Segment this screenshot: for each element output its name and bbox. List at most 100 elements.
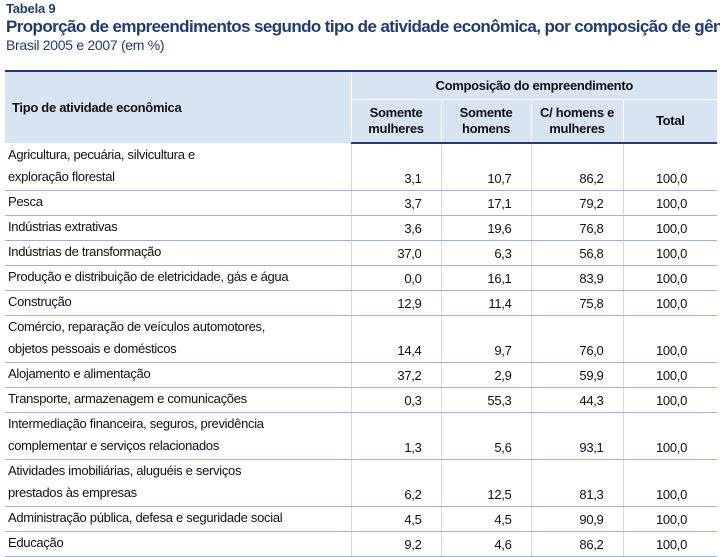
header-col-line: mulheres (549, 121, 605, 136)
table-row: Comércio, reparação de veículos automoto… (5, 315, 718, 363)
header-col-2: C/ homens e mulheres (530, 99, 623, 144)
cell-value: 14,4 (350, 315, 441, 363)
cell-value: 55,3 (440, 387, 531, 413)
row-label-line: complementar e serviços relacionados (8, 438, 220, 453)
row-label-line: Indústrias de transformação (8, 244, 162, 259)
cell-value: 56,8 (530, 240, 623, 266)
cell-value: 16,1 (440, 265, 531, 291)
table-row: Transporte, armazenagem e comunicações 0,… (5, 387, 718, 413)
table-row: Construção 12,9 11,4 75,8 100,0 (5, 290, 718, 316)
row-label-line: Agricultura, pecuária, silvicultura e (8, 147, 195, 162)
row-label-line: Pesca (8, 194, 43, 209)
cell-value: 76,0 (530, 315, 623, 363)
table-number: Tabela 9 (6, 1, 56, 16)
header-row-label: Tipo de atividade econômica (5, 70, 351, 143)
table-row: Indústrias extrativas 3,6 19,6 76,8 100,0 (5, 215, 718, 241)
row-label: Pesca (5, 190, 351, 216)
header-col-3: Total (622, 99, 718, 144)
cell-value: 59,9 (530, 362, 623, 388)
row-label: Educação (5, 531, 351, 557)
row-label-line: Administração pública, defesa e segurida… (8, 510, 283, 525)
cell-value: 86,2 (530, 531, 623, 557)
table-subtitle: Brasil 2005 e 2007 (em %) (6, 37, 165, 53)
cell-value: 6,3 (440, 240, 531, 266)
table-row: Intermediação financeira, seguros, previ… (5, 412, 718, 460)
cell-value: 100,0 (622, 387, 718, 413)
row-label-line: prestados às empresas (8, 485, 137, 500)
cell-value: 17,1 (440, 190, 531, 216)
cell-value: 100,0 (622, 531, 718, 557)
row-label-line: Educação (8, 535, 64, 550)
cell-value: 100,0 (622, 265, 718, 291)
cell-value: 9,2 (350, 531, 441, 557)
cell-value: 3,7 (350, 190, 441, 216)
cell-value: 1,3 (350, 412, 441, 460)
table-row: Alojamento e alimentação 37,2 2,9 59,9 100,0 (5, 362, 718, 388)
cell-value: 3,1 (350, 143, 441, 191)
row-label: Comércio, reparação de veículos automoto… (5, 315, 351, 363)
row-label: Indústrias extrativas (5, 215, 351, 241)
cell-value: 12,9 (350, 290, 441, 316)
table-body: Agricultura, pecuária, silvicultura e exp… (5, 143, 718, 557)
row-label-line: Comércio, reparação de veículos automoto… (8, 319, 266, 334)
header-col-1: Somente homens (440, 99, 531, 144)
row-label-line: exploração florestal (8, 169, 115, 184)
cell-value: 100,0 (622, 143, 718, 191)
row-label: Alojamento e alimentação (5, 362, 351, 388)
cell-value: 100,0 (622, 315, 718, 363)
row-label-line: Transporte, armazenagem e comunicações (8, 391, 247, 406)
cell-value: 19,6 (440, 215, 531, 241)
table-header: Tipo de atividade econômica Composição d… (5, 70, 718, 144)
cell-value: 0,3 (350, 387, 441, 413)
cell-value: 93,1 (530, 412, 623, 460)
cell-value: 100,0 (622, 506, 718, 532)
header-group: Composição do empreendimento (350, 70, 718, 100)
table-caption: Tabela 9 Proporção de empreendimentos se… (6, 1, 720, 55)
row-label-line: objetos pessoais e domésticos (8, 341, 177, 356)
header-col-0: Somente mulheres (350, 99, 441, 144)
table-row: Pesca 3,7 17,1 79,2 100,0 (5, 190, 718, 216)
row-label-line: Intermediação financeira, seguros, previ… (8, 416, 264, 431)
cell-value: 3,6 (350, 215, 441, 241)
cell-value: 100,0 (622, 290, 718, 316)
cell-value: 6,2 (350, 459, 441, 507)
table-title: Proporção de empreendimentos segundo tip… (6, 17, 720, 36)
cell-value: 100,0 (622, 459, 718, 507)
table-row: Produção e distribuição de eletricidade,… (5, 265, 718, 291)
table-row: Administração pública, defesa e segurida… (5, 506, 718, 532)
cell-value: 37,2 (350, 362, 441, 388)
header-col-line: mulheres (368, 121, 424, 136)
row-label-line: Indústrias extrativas (8, 219, 118, 234)
cell-value: 90,9 (530, 506, 623, 532)
row-label: Atividades imobiliárias, aluguéis e serv… (5, 459, 351, 507)
cell-value: 83,9 (530, 265, 623, 291)
header-col-line: homens (461, 121, 511, 136)
header-col-line: Total (655, 113, 685, 128)
row-label-line: Atividades imobiliárias, aluguéis e serv… (8, 463, 242, 478)
row-label: Intermediação financeira, seguros, previ… (5, 412, 351, 460)
cell-value: 44,3 (530, 387, 623, 413)
cell-value: 100,0 (622, 362, 718, 388)
header-col-line: Somente (459, 105, 513, 120)
data-table: Tipo de atividade econômica Composição d… (5, 70, 718, 557)
table-row: Educação 9,2 4,6 86,2 100,0 (5, 531, 718, 557)
cell-value: 12,5 (440, 459, 531, 507)
cell-value: 100,0 (622, 190, 718, 216)
cell-value: 5,6 (440, 412, 531, 460)
row-label: Transporte, armazenagem e comunicações (5, 387, 351, 413)
cell-value: 37,0 (350, 240, 441, 266)
cell-value: 4,5 (440, 506, 531, 532)
cell-value: 0,0 (350, 265, 441, 291)
cell-value: 76,8 (530, 215, 623, 241)
cell-value: 100,0 (622, 412, 718, 460)
table-row: Agricultura, pecuária, silvicultura e exp… (5, 143, 718, 191)
row-label: Administração pública, defesa e segurida… (5, 506, 351, 532)
row-label: Indústrias de transformação (5, 240, 351, 266)
cell-value: 86,2 (530, 143, 623, 191)
cell-value: 4,6 (440, 531, 531, 557)
cell-value: 2,9 (440, 362, 531, 388)
row-label-line: Produção e distribuição de eletricidade,… (8, 269, 289, 284)
row-label: Agricultura, pecuária, silvicultura e exp… (5, 143, 351, 191)
row-label-line: Construção (8, 294, 72, 309)
cell-value: 100,0 (622, 215, 718, 241)
